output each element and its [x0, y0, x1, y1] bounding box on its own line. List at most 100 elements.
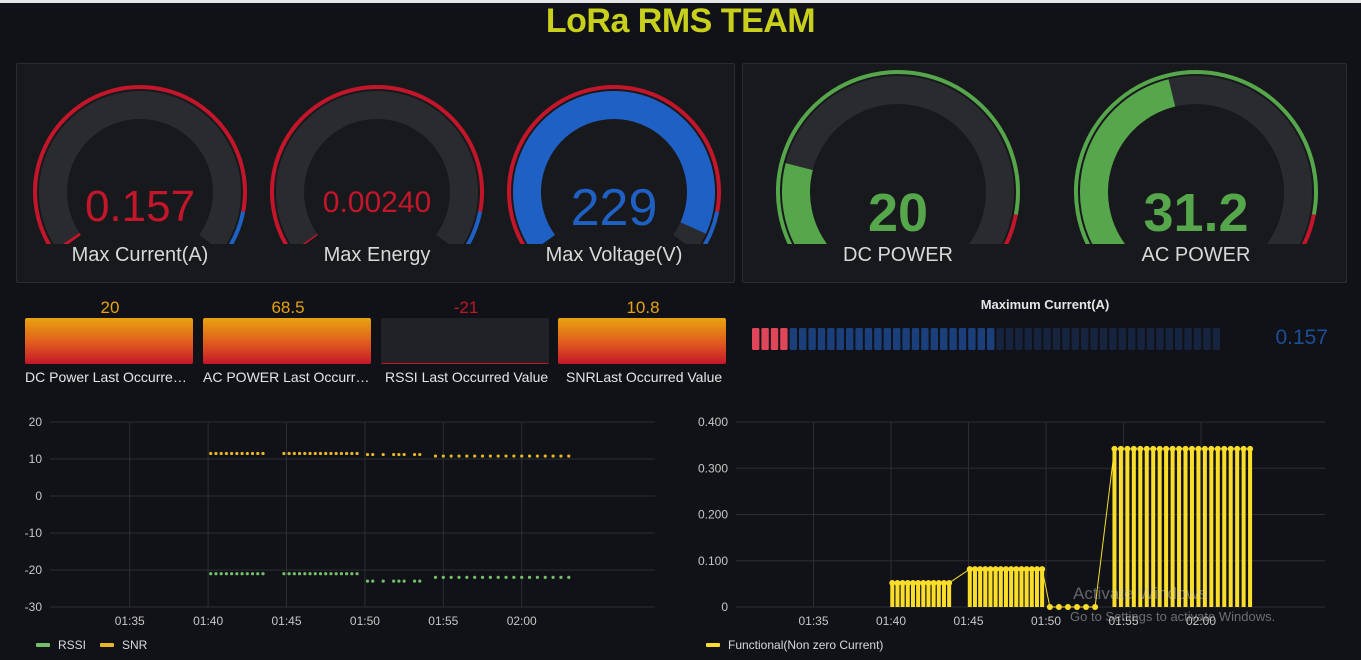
- data-point: [899, 579, 906, 586]
- gauge-max-voltage: 229 Max Voltage(V): [499, 64, 729, 284]
- data-point: [1247, 445, 1254, 452]
- stat-ac-power-bar: [203, 318, 371, 364]
- chart-rssi-snr[interactable]: 20 10 0 -10 -20 -30 01:35 01:40 01:45 01:50 01:55 0…: [0, 400, 665, 625]
- data-point: [1195, 445, 1202, 452]
- data-point: [1234, 445, 1241, 452]
- bar-gauge-cell: [864, 328, 873, 350]
- legend-item-snr[interactable]: SNR: [100, 638, 147, 652]
- data-point: [982, 566, 989, 573]
- data-point: [977, 566, 984, 573]
- data-point: [1227, 445, 1234, 452]
- data-bar: [967, 569, 972, 607]
- data-point-rssi: [339, 572, 343, 576]
- data-point-snr: [350, 451, 354, 456]
- data-point-snr: [473, 454, 477, 458]
- data-point-snr: [224, 451, 229, 456]
- data-point-snr: [381, 452, 385, 457]
- stat-ac-power-label: AC POWER Last Occurred Value: [203, 369, 371, 385]
- data-point-rssi: [245, 572, 249, 576]
- data-point-snr: [527, 454, 532, 458]
- data-point: [1163, 445, 1170, 452]
- gauge-threshold-ring: [507, 85, 721, 244]
- stat-dc-power-value: 20: [100, 298, 120, 317]
- data-point-snr: [214, 451, 218, 456]
- data-point-snr: [543, 454, 547, 458]
- chart-current-legend: Functional(Non zero Current): [706, 638, 897, 652]
- data-bar: [1112, 448, 1117, 607]
- data-point: [971, 566, 978, 573]
- bar-gauge-cell: [761, 328, 769, 350]
- gauge-threshold-ring: [702, 211, 720, 244]
- stat-dc-power-bar: [25, 318, 193, 364]
- x-tick-label: 01:35: [115, 614, 145, 625]
- legend-item-functional[interactable]: Functional(Non zero Current): [706, 638, 883, 652]
- gauge-fill: [1080, 79, 1176, 244]
- bar-gauge-cell: [817, 328, 826, 350]
- x-tick-label: 01:35: [798, 614, 828, 625]
- data-point-snr: [412, 452, 417, 457]
- data-point: [1002, 566, 1009, 573]
- data-point-snr: [496, 454, 500, 458]
- data-point-rssi: [303, 572, 307, 576]
- data-point: [915, 579, 922, 586]
- gauge-panel-power[interactable]: 20 DC POWER 31.2 AC POWER: [742, 63, 1347, 283]
- data-point: [992, 566, 999, 573]
- legend-label-snr: SNR: [122, 638, 148, 652]
- bar-gauge-cell: [808, 328, 816, 350]
- bar-gauge-cell: [1081, 328, 1089, 350]
- gauge-max-current-value: 0.157: [84, 182, 196, 231]
- legend-item-rssi[interactable]: RSSI: [36, 638, 86, 652]
- data-point: [1143, 445, 1150, 452]
- data-point-snr: [297, 451, 302, 456]
- stat-rssi[interactable]: -21 RSSI Last Occurred Value: [381, 296, 551, 386]
- data-point-rssi: [418, 579, 422, 583]
- data-point-rssi: [381, 579, 385, 583]
- data-point-snr: [441, 454, 445, 458]
- bar-gauge-cell: [1015, 328, 1023, 350]
- bar-gauge-cell: [836, 328, 844, 350]
- chart-functional-current[interactable]: 0.400 0.300 0.200 0.100 0 01:35 01:40 01:45 01:5…: [680, 400, 1350, 625]
- gauge-panel-electrical[interactable]: 0.157 Max Current(A) 0.00240 Max Energy …: [16, 63, 735, 283]
- data-point-rssi: [308, 572, 312, 576]
- data-point-rssi: [449, 575, 453, 579]
- y-tick-label: 0.400: [698, 415, 728, 429]
- data-point: [1150, 445, 1157, 452]
- gauge-max-voltage-value: 229: [570, 179, 658, 237]
- data-point-rssi: [433, 575, 438, 579]
- data-point-snr: [308, 451, 312, 456]
- data-bar: [1196, 448, 1201, 607]
- data-bar: [1248, 448, 1253, 607]
- legend-label-functional: Functional(Non zero Current): [728, 638, 884, 652]
- x-tick-label: 01:55: [1108, 614, 1138, 625]
- data-point: [904, 579, 911, 586]
- stat-snr-bar: [558, 318, 726, 364]
- data-point: [1117, 445, 1124, 452]
- data-bar: [1164, 448, 1169, 607]
- bar-gauge-cell: [1005, 328, 1014, 350]
- stat-snr[interactable]: 10.8 SNRLast Occurred Value: [558, 296, 728, 386]
- gauge-threshold-ring: [1074, 70, 1318, 244]
- gauge-ac-power-arc: [1074, 70, 1318, 244]
- data-bar: [926, 582, 931, 607]
- stat-dc-power[interactable]: 20 DC Power Last Occurred Value: [25, 296, 195, 386]
- data-point: [997, 566, 1004, 573]
- data-bar: [988, 569, 993, 607]
- data-point-rssi: [480, 575, 485, 579]
- data-bar: [947, 582, 952, 607]
- data-point-snr: [250, 451, 255, 456]
- gauge-max-voltage-label: Max Voltage(V): [545, 244, 683, 266]
- data-point-rssi: [287, 572, 291, 576]
- data-point: [1018, 566, 1025, 573]
- bar-gauge-cell: [789, 328, 797, 350]
- data-bar: [1241, 448, 1246, 607]
- y-tick-label: 0.200: [698, 508, 728, 522]
- data-point-snr: [371, 452, 375, 457]
- gauge-threshold-ring: [270, 85, 484, 244]
- x-tick-label: 01:55: [428, 614, 458, 625]
- bar-gauge-max-current[interactable]: [752, 327, 1222, 351]
- bar-gauge-cell: [1193, 328, 1202, 350]
- data-bar: [1215, 448, 1220, 607]
- y-tick-label: 20: [29, 415, 43, 429]
- data-point: [894, 579, 901, 586]
- stat-ac-power[interactable]: 68.5 AC POWER Last Occurred Value: [203, 296, 373, 386]
